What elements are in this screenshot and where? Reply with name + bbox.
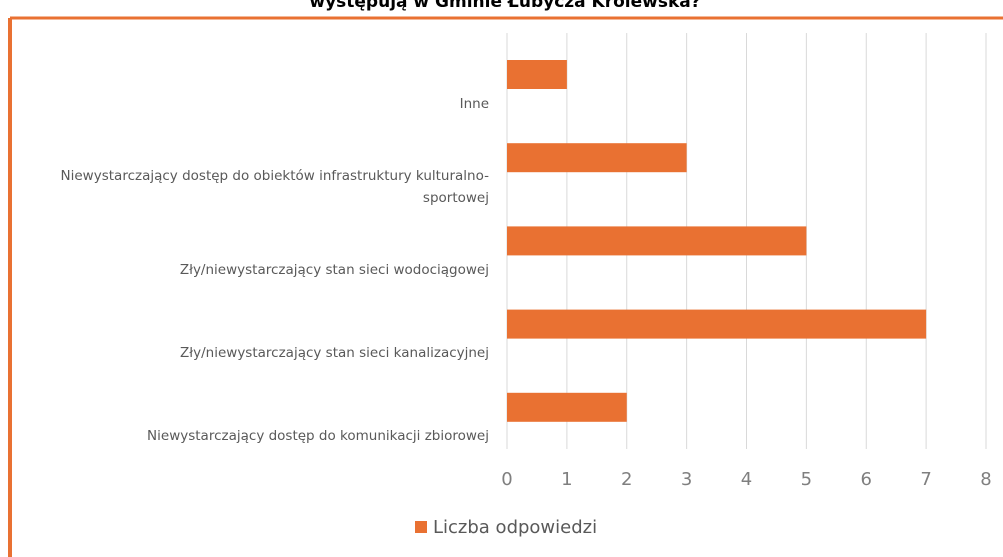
legend-label: Liczba odpowiedzi (433, 517, 597, 538)
x-tick-label: 0 (501, 469, 512, 490)
bar (507, 60, 567, 89)
y-tick-label: Niewystarczający dostęp do obiektów infr… (60, 167, 489, 206)
x-tick-label: 5 (801, 469, 812, 490)
y-tick-label: Zły/niewystarczający stan sieci kanaliza… (180, 345, 489, 362)
x-tick-label: 6 (861, 469, 872, 490)
bar (507, 392, 627, 422)
bar (507, 143, 687, 173)
x-tick-label: 7 (920, 469, 931, 490)
bar (507, 309, 927, 339)
y-tick-label: Niewystarczający dostęp do komunikacji z… (147, 428, 489, 445)
x-tick-label: 8 (980, 469, 991, 490)
x-tick-label: 2 (621, 469, 632, 490)
legend-swatch (415, 521, 427, 533)
y-tick-label: Zły/niewystarczający stan sieci wodociąg… (179, 261, 489, 278)
y-tick-label: Inne (459, 95, 489, 112)
chart-title: występują w Gminie Łubycza Królewska? (309, 0, 700, 12)
x-tick-label: 3 (681, 469, 692, 490)
bar (507, 226, 807, 256)
x-tick-label: 4 (741, 469, 752, 490)
x-tick-label: 1 (561, 469, 572, 490)
